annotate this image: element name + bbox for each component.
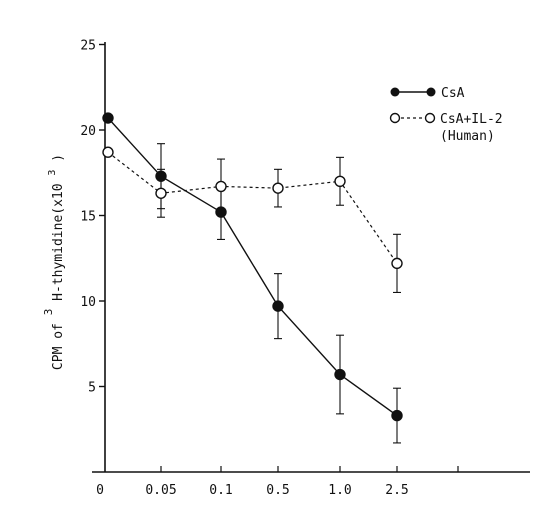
legend-label-csa: CsA	[441, 86, 465, 101]
data-point	[334, 175, 346, 188]
data-point	[102, 146, 114, 158]
y-tick-label: 10	[80, 295, 96, 310]
series-line	[107, 117, 398, 417]
data-point	[391, 257, 403, 270]
y-axis-label-sup: 3	[42, 309, 55, 316]
legend-marker-csa-il2-right	[424, 112, 436, 124]
data-point	[102, 112, 114, 124]
series-layer	[102, 112, 403, 444]
series-line	[107, 151, 398, 264]
x-tick-label: 2.5	[385, 483, 408, 498]
y-tick-label: 5	[88, 381, 96, 396]
data-point	[272, 300, 284, 312]
legend-marker-csa-right	[426, 87, 436, 97]
y-axis-label-main: H-thymidine(x10	[51, 183, 66, 300]
data-point	[391, 409, 403, 422]
legend-label-csa-il2-sub: (Human)	[440, 129, 495, 144]
y-tick-label: 25	[80, 39, 96, 54]
x-ticks: 0 0.05 0.1 0.5 1.0 2.5	[96, 466, 459, 498]
data-point	[334, 368, 346, 381]
y-tick-label: 15	[80, 210, 96, 225]
x-tick-label: 0.5	[266, 483, 289, 498]
legend-marker-csa-left	[390, 87, 400, 97]
legend-label-csa-il2: CsA+IL-2	[440, 112, 503, 127]
y-axis-label-suffix: )	[51, 154, 66, 162]
x-tick-label: 0	[96, 483, 104, 498]
legend-marker-csa-il2-left	[389, 112, 401, 124]
y-ticks: 5 10 15 20 25	[80, 39, 105, 396]
data-point	[215, 180, 227, 193]
x-tick-label: 1.0	[328, 483, 351, 498]
axes	[92, 42, 530, 473]
data-point	[272, 182, 284, 194]
x-tick-label: 0.1	[209, 483, 232, 498]
y-axis-label: CPM of 3 H-thymidine(x10 3 )	[41, 154, 66, 370]
y-axis-label-exp: 3	[47, 170, 58, 176]
y-tick-label: 20	[80, 124, 96, 139]
x-tick-label: 0.05	[145, 483, 176, 498]
legend: CsA CsA+IL-2 (Human)	[389, 86, 503, 144]
y-axis-label-prefix: CPM of	[51, 323, 66, 370]
data-point	[155, 187, 167, 199]
